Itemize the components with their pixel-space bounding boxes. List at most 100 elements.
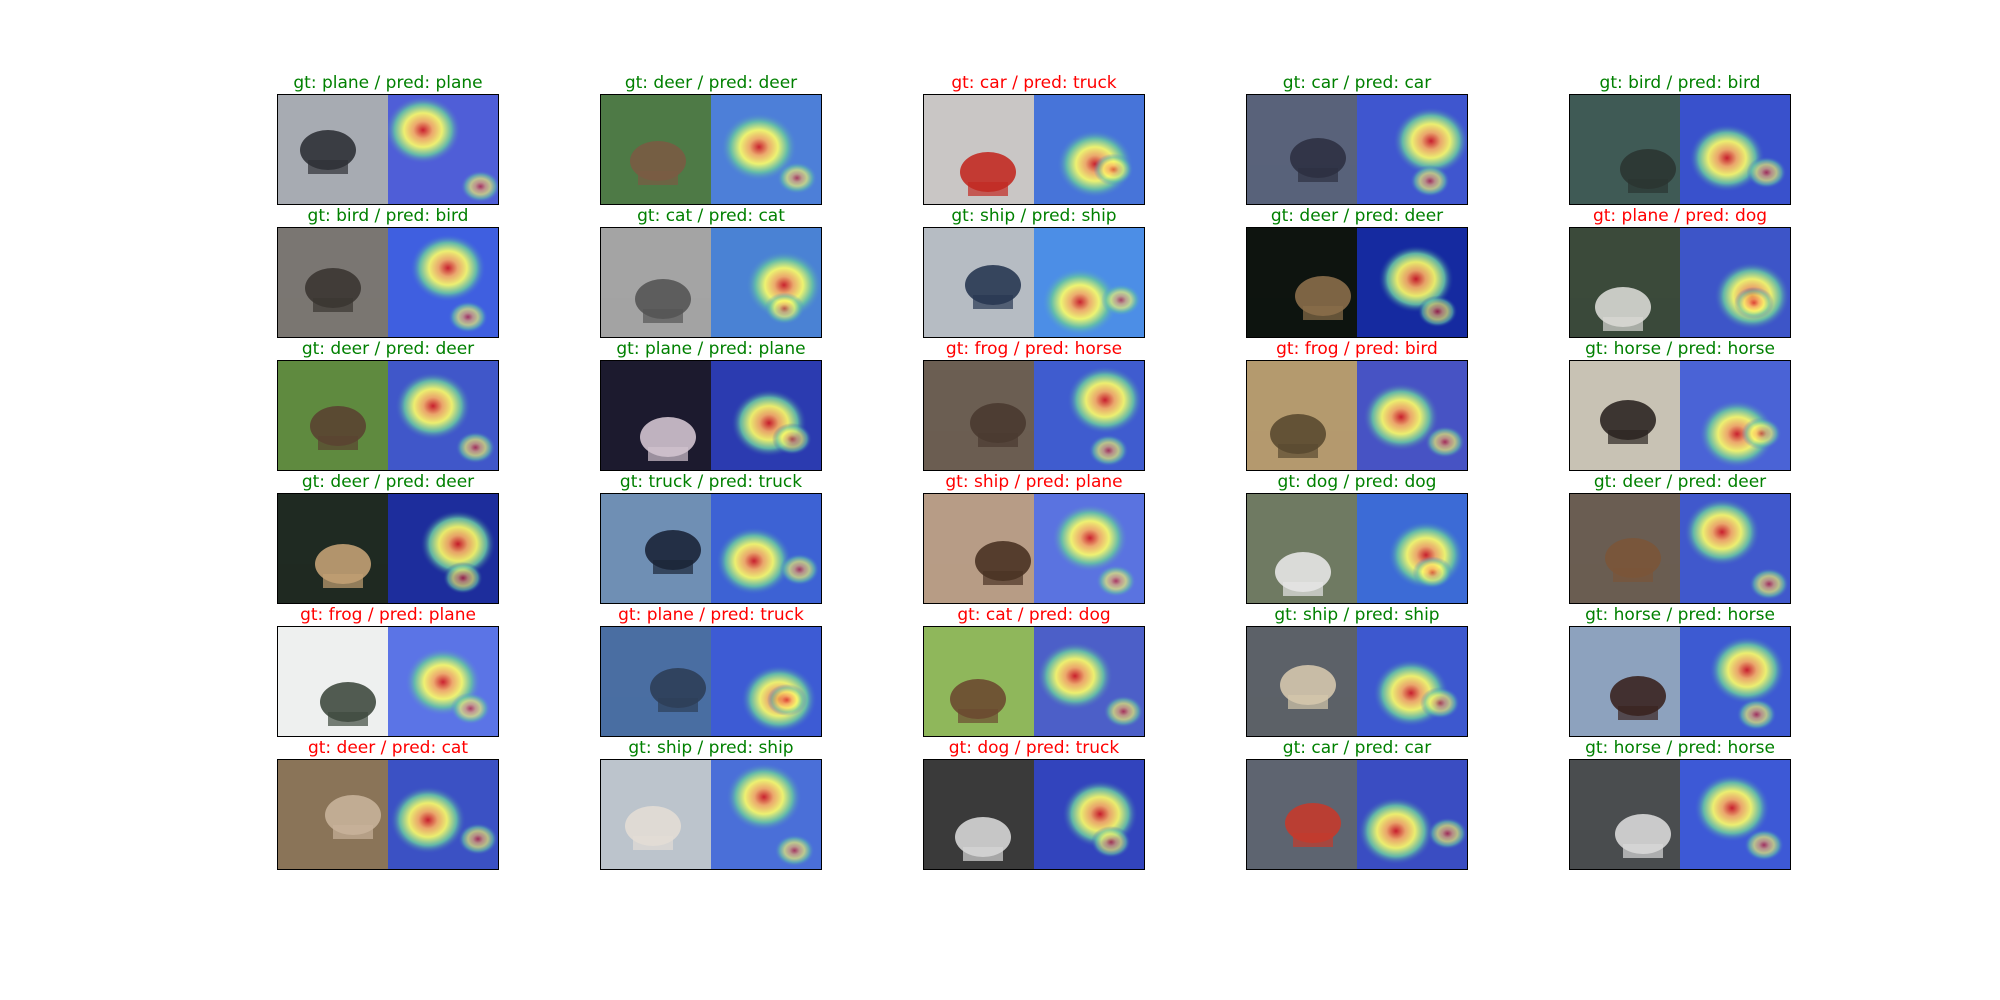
heatmap-overlay [388, 760, 498, 869]
heatmap-overlay [1357, 627, 1467, 736]
panel-title: gt: bird / pred: bird [307, 206, 469, 226]
image-pair-frame [923, 493, 1145, 604]
panel-title: gt: plane / pred: plane [293, 73, 483, 93]
panel-title: gt: deer / pred: deer [301, 339, 475, 359]
panel-title: gt: horse / pred: horse [1585, 605, 1775, 625]
sample-panel: gt: frog / pred: horse [923, 338, 1145, 471]
heatmap-overlay [388, 228, 498, 337]
heatmap-overlay [1357, 361, 1467, 470]
panel-title: gt: dog / pred: truck [948, 738, 1120, 758]
heatmap-overlay [1034, 494, 1144, 603]
image-pair-frame [923, 360, 1145, 471]
input-image [924, 361, 1034, 470]
sample-panel: gt: truck / pred: truck [600, 471, 822, 604]
sample-panel: gt: cat / pred: dog [923, 604, 1145, 737]
panel-title: gt: truck / pred: truck [619, 472, 803, 492]
heatmap-overlay [1357, 95, 1467, 204]
sample-panel: gt: deer / pred: deer [1569, 471, 1791, 604]
sample-panel: gt: deer / pred: deer [277, 338, 499, 471]
heatmap-overlay [1680, 627, 1790, 736]
input-image [278, 760, 388, 869]
input-image [278, 361, 388, 470]
heatmap-overlay [1034, 361, 1144, 470]
image-pair-frame [1246, 227, 1468, 338]
input-image [924, 494, 1034, 603]
panel-title: gt: cat / pred: cat [637, 206, 785, 226]
sample-panel: gt: car / pred: truck [923, 72, 1145, 205]
input-image [278, 95, 388, 204]
image-pair-frame [1569, 94, 1791, 205]
input-image [924, 627, 1034, 736]
panel-title: gt: cat / pred: dog [957, 605, 1111, 625]
image-pair-frame [1569, 493, 1791, 604]
panel-title: gt: car / pred: car [1282, 73, 1432, 93]
heatmap-overlay [1034, 760, 1144, 869]
heatmap-overlay [711, 494, 821, 603]
heatmap-overlay [388, 627, 498, 736]
heatmap-overlay [1680, 361, 1790, 470]
heatmap-overlay [711, 361, 821, 470]
input-image [1247, 361, 1357, 470]
sample-panel: gt: deer / pred: deer [600, 72, 822, 205]
input-image [924, 228, 1034, 337]
panel-title: gt: deer / pred: cat [307, 738, 469, 758]
image-pair-frame [277, 227, 499, 338]
heatmap-overlay [1034, 627, 1144, 736]
image-pair-frame [1246, 360, 1468, 471]
input-image [278, 494, 388, 603]
heatmap-overlay [388, 95, 498, 204]
heatmap-overlay [1034, 228, 1144, 337]
input-image [1570, 228, 1680, 337]
panel-title: gt: horse / pred: horse [1585, 339, 1775, 359]
panel-title: gt: car / pred: truck [951, 73, 1117, 93]
image-pair-frame [600, 626, 822, 737]
panel-title: gt: deer / pred: deer [1593, 472, 1767, 492]
image-pair-frame [600, 360, 822, 471]
sample-panel: gt: ship / pred: ship [923, 205, 1145, 338]
panel-title: gt: deer / pred: deer [1270, 206, 1444, 226]
sample-panel: gt: horse / pred: horse [1569, 737, 1791, 870]
sample-panel: gt: car / pred: car [1246, 72, 1468, 205]
input-image [924, 95, 1034, 204]
sample-panel: gt: plane / pred: dog [1569, 205, 1791, 338]
image-pair-frame [277, 360, 499, 471]
panel-title: gt: ship / pred: ship [1274, 605, 1440, 625]
panel-title: gt: deer / pred: deer [301, 472, 475, 492]
sample-panel: gt: frog / pred: plane [277, 604, 499, 737]
heatmap-overlay [1357, 228, 1467, 337]
panel-title: gt: dog / pred: dog [1277, 472, 1437, 492]
heatmap-overlay [711, 627, 821, 736]
image-pair-frame [1246, 94, 1468, 205]
panel-title: gt: ship / pred: plane [945, 472, 1123, 492]
panel-title: gt: frog / pred: horse [945, 339, 1123, 359]
heatmap-overlay [1680, 760, 1790, 869]
image-pair-frame [923, 227, 1145, 338]
image-pair-frame [600, 759, 822, 870]
heatmap-overlay [1680, 228, 1790, 337]
image-pair-frame [1246, 626, 1468, 737]
sample-panel: gt: plane / pred: plane [277, 72, 499, 205]
panel-title: gt: bird / pred: bird [1599, 73, 1761, 93]
input-image [1247, 627, 1357, 736]
input-image [601, 361, 711, 470]
input-image [1570, 760, 1680, 869]
input-image [601, 494, 711, 603]
image-pair-frame [1569, 626, 1791, 737]
image-pair-frame [600, 94, 822, 205]
image-pair-frame [277, 94, 499, 205]
heatmap-overlay [711, 760, 821, 869]
heatmap-overlay [711, 95, 821, 204]
image-pair-frame [600, 227, 822, 338]
input-image [924, 760, 1034, 869]
heatmap-overlay [1357, 760, 1467, 869]
panel-title: gt: car / pred: car [1282, 738, 1432, 758]
image-pair-frame [1569, 227, 1791, 338]
sample-panel: gt: deer / pred: deer [277, 471, 499, 604]
sample-panel: gt: horse / pred: horse [1569, 604, 1791, 737]
heatmap-overlay [711, 228, 821, 337]
input-image [601, 627, 711, 736]
heatmap-overlay [1034, 95, 1144, 204]
panel-title: gt: plane / pred: truck [618, 605, 804, 625]
input-image [1570, 627, 1680, 736]
